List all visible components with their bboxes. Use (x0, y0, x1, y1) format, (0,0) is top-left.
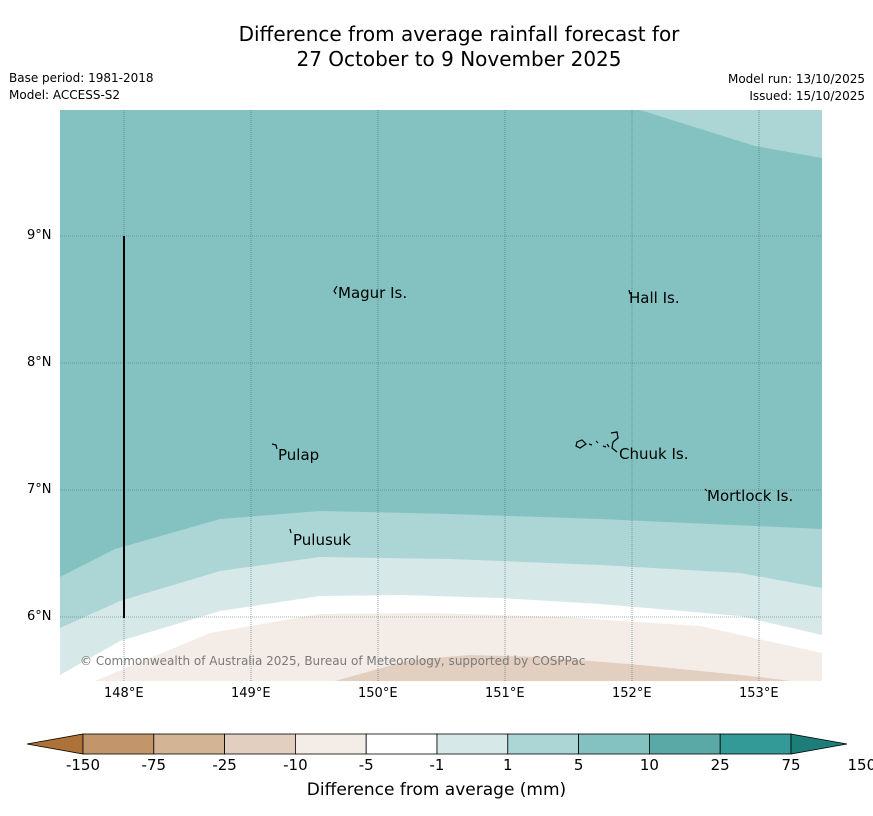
hall-island-shape (628, 289, 631, 295)
lon-label-148e: 148°E (104, 686, 144, 701)
colorbar-segment (153, 733, 226, 755)
lon-label-153e: 153°E (739, 686, 779, 701)
magur-island-shape (333, 285, 338, 295)
colorbar-segment (294, 733, 367, 755)
chuuk-island-3 (595, 440, 599, 444)
pulusuk-island-shape (289, 528, 292, 534)
colorbar-segment (649, 733, 721, 755)
colorbar-segments (82, 733, 792, 755)
colorbar-segment (365, 733, 438, 755)
colorbar-tick-label: 10 (639, 756, 659, 774)
colorbar-tick-label: 5 (573, 756, 584, 774)
colorbar-segment (578, 733, 650, 755)
colorbar-tick-label: -25 (212, 756, 237, 774)
lon-label-152e: 152°E (612, 686, 652, 701)
band-minus10-minus5 (335, 655, 790, 681)
base-period-text: Base period: 1981-2018 (9, 71, 154, 85)
graticule (60, 110, 822, 681)
colorbar-segment (82, 733, 155, 755)
colorbar-segment (507, 733, 579, 755)
lon-label-149e: 149°E (231, 686, 271, 701)
colorbar-tick-label: -1 (429, 756, 445, 774)
band-5-10-top (640, 110, 822, 158)
chuuk-island-5 (610, 431, 619, 453)
place-pulusuk: Pulusuk (293, 531, 351, 549)
lat-label-7n: 7°N (27, 482, 52, 497)
place-hall-is: Hall Is. (629, 289, 680, 307)
place-magur-is: Magur Is. (338, 284, 408, 302)
colorbar-right-arrow (790, 733, 848, 755)
issued-text: Issued: 15/10/2025 (749, 89, 865, 103)
place-pulap: Pulap (278, 446, 320, 464)
mortlock-island-shape (704, 488, 708, 492)
place-chuuk-is: Chuuk Is. (619, 445, 689, 463)
colorbar-left-arrow (26, 733, 84, 755)
lat-label-9n: 9°N (27, 228, 52, 243)
model-text: Model: ACCESS-S2 (9, 88, 121, 102)
pulap-island-shape (271, 443, 278, 450)
colorbar-tick-label: -75 (141, 756, 167, 774)
copyright-notice: © Commonwealth of Australia 2025, Bureau… (80, 654, 586, 668)
colorbar-segment (224, 733, 296, 755)
place-mortlock-is: Mortlock Is. (707, 487, 794, 505)
colorbar-tick-label: 25 (710, 756, 730, 774)
model-run-text: Model run: 13/10/2025 (727, 72, 865, 86)
meta-left: Base period: 1981-2018 Model: ACCESS-S2 (9, 70, 154, 104)
chuuk-island-4 (602, 445, 607, 448)
colorbar-tick-label: 1 (503, 756, 513, 774)
colorbar-title: Difference from average (mm) (306, 780, 567, 800)
chuuk-island-6 (606, 443, 610, 448)
colorbar-tick-label: -150 (65, 756, 101, 774)
lon-label-151e: 151°E (485, 686, 525, 701)
chuuk-island-1 (575, 439, 587, 449)
chuuk-island-2 (588, 443, 593, 446)
colorbar-segment (436, 733, 509, 755)
colorbar-tick-label: 75 (781, 756, 801, 774)
colorbar (26, 733, 848, 755)
band-minus5-minus1 (95, 613, 822, 681)
chart-title: Difference from average rainfall forecas… (0, 22, 873, 72)
island-outlines (271, 285, 708, 534)
colorbar-segment (719, 733, 792, 755)
title-line-2: 27 October to 9 November 2025 (296, 47, 622, 71)
lat-label-6n: 6°N (27, 609, 52, 624)
colorbar-tick-label: 150 (847, 756, 873, 774)
rainfall-map (60, 110, 822, 681)
lat-label-8n: 8°N (27, 355, 52, 370)
lon-label-150e: 150°E (358, 686, 398, 701)
title-line-1: Difference from average rainfall forecas… (238, 22, 680, 46)
colorbar-tick-label: -10 (283, 756, 308, 774)
colorbar-tick-label: -5 (358, 756, 374, 774)
meta-right: Model run: 13/10/2025 Issued: 15/10/2025 (728, 71, 865, 105)
